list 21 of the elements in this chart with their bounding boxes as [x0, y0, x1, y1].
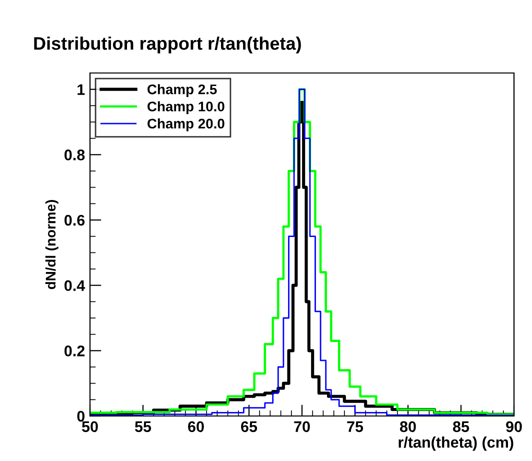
x-tick-label: 85 [452, 421, 470, 432]
x-tick-label: 65 [241, 421, 258, 432]
x-tick-label: 75 [347, 421, 364, 432]
x-tick-label: 60 [188, 421, 204, 432]
x-tick-label: 70 [294, 421, 310, 432]
legend-label: Champ 20.0 [148, 118, 224, 132]
y-tick-label: 0.8 [64, 150, 85, 160]
x-tick-label: 50 [82, 421, 98, 432]
x-tick-label: 55 [134, 421, 152, 432]
x-axis-title: r/tan(theta) (cm) [398, 436, 514, 451]
y-tick-label: 0 [77, 410, 85, 422]
y-axis-title: dN/dl (norme) [45, 200, 58, 290]
y-tick-label: 0.6 [64, 214, 85, 226]
y-tick-label: 0.2 [64, 346, 85, 356]
x-tick-label: 80 [400, 421, 416, 432]
y-tick-label: 0.4 [64, 280, 86, 292]
y-tick-label: 1 [78, 84, 85, 95]
x-tick-label: 90 [506, 421, 522, 432]
legend-label: Champ 2.5 [148, 84, 217, 98]
legend-label: Champ 10.0 [148, 101, 224, 114]
chart-title: Distribution rapport r/tan(theta) [34, 36, 301, 54]
